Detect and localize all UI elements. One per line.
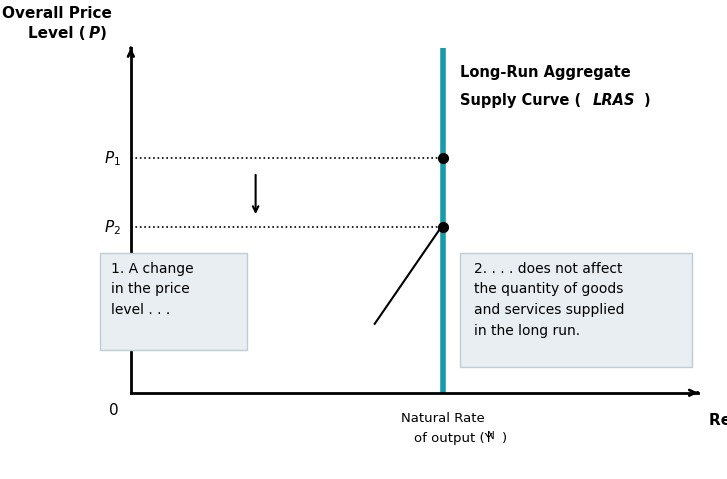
Text: Real GDP (: Real GDP ( bbox=[710, 413, 727, 428]
Text: Long-Run Aggregate: Long-Run Aggregate bbox=[459, 65, 630, 80]
Text: Overall Price
Level (: Overall Price Level ( bbox=[2, 6, 112, 41]
Text: 0: 0 bbox=[109, 402, 119, 418]
Text: LRAS: LRAS bbox=[593, 93, 635, 108]
Text: Natural Rate: Natural Rate bbox=[401, 412, 485, 425]
Text: P: P bbox=[89, 26, 100, 41]
Text: N: N bbox=[487, 431, 495, 441]
Text: ): ) bbox=[502, 433, 507, 445]
Text: $P_2$: $P_2$ bbox=[104, 218, 121, 237]
Text: $P_1$: $P_1$ bbox=[104, 149, 121, 168]
Text: of output (Y: of output (Y bbox=[414, 433, 493, 445]
Text: 1. A change
in the price
level . . .: 1. A change in the price level . . . bbox=[111, 262, 193, 317]
Text: ): ) bbox=[644, 93, 651, 108]
Text: Supply Curve (: Supply Curve ( bbox=[459, 93, 581, 108]
FancyBboxPatch shape bbox=[459, 253, 692, 367]
Text: 2. . . . does not affect
the quantity of goods
and services supplied
in the long: 2. . . . does not affect the quantity of… bbox=[474, 262, 624, 338]
Text: ): ) bbox=[100, 26, 107, 41]
FancyBboxPatch shape bbox=[100, 253, 247, 350]
